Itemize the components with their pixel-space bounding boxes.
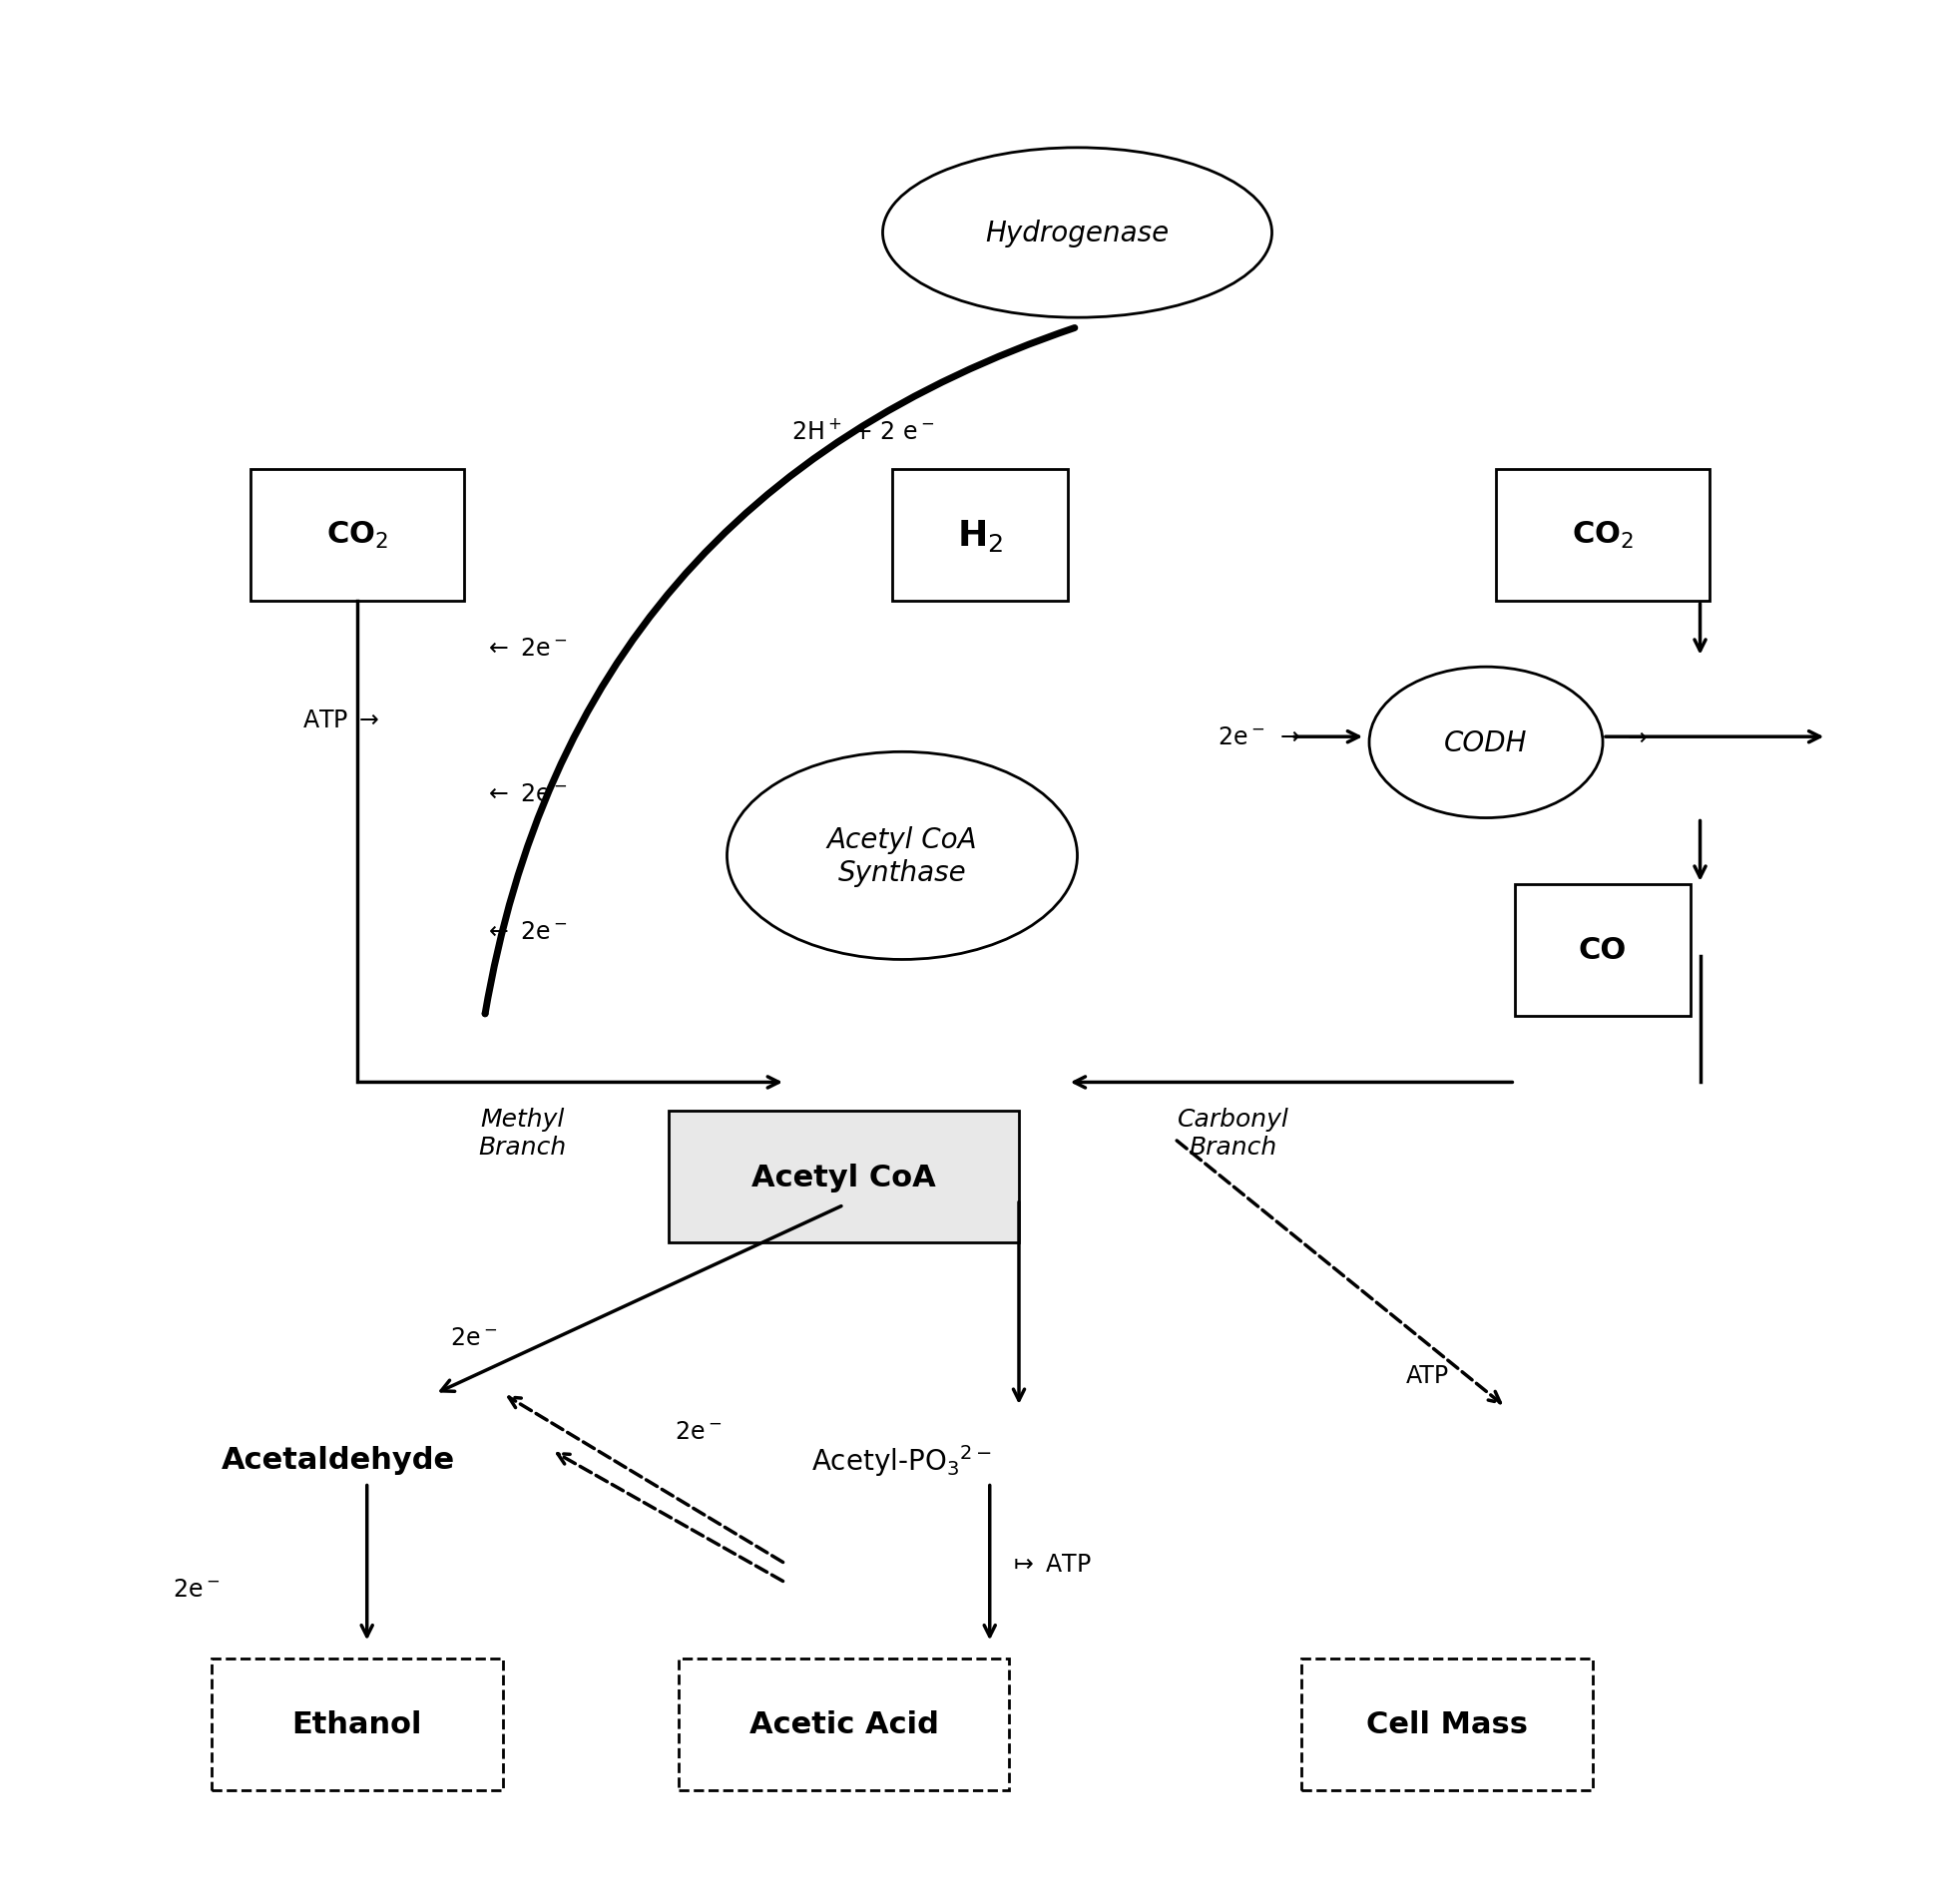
Bar (892, 470, 1068, 601)
Text: Cell Mass: Cell Mass (1366, 1709, 1529, 1739)
Text: 2e$^-$: 2e$^-$ (451, 1325, 498, 1350)
FancyArrowPatch shape (484, 329, 1074, 1013)
Text: 2e$^-$: 2e$^-$ (674, 1420, 721, 1443)
Text: 2e$^-$: 2e$^-$ (172, 1576, 220, 1601)
Bar (668, 1110, 1019, 1243)
Text: Acetic Acid: Acetic Acid (749, 1709, 939, 1739)
Bar (212, 1658, 504, 1791)
Text: $\leftarrow$ 2e$^-$: $\leftarrow$ 2e$^-$ (484, 920, 566, 943)
Bar (678, 1658, 1009, 1791)
Text: Acetyl CoA: Acetyl CoA (751, 1163, 937, 1192)
Text: 2e$^-$ $\rightarrow$: 2e$^-$ $\rightarrow$ (1217, 726, 1301, 749)
Bar (1495, 470, 1709, 601)
Text: CO: CO (1578, 935, 1627, 966)
Text: ATP: ATP (1405, 1363, 1448, 1388)
Text: ATP $\rightarrow$: ATP $\rightarrow$ (302, 709, 380, 732)
Text: Carbonyl
Branch: Carbonyl Branch (1178, 1106, 1290, 1160)
Bar (1515, 884, 1690, 1017)
Text: $\mapsto$ ATP: $\mapsto$ ATP (1009, 1551, 1092, 1576)
Text: CO$_2$: CO$_2$ (1572, 519, 1635, 551)
Text: Acetaldehyde: Acetaldehyde (221, 1445, 455, 1475)
Text: $\leftarrow$ 2e$^-$: $\leftarrow$ 2e$^-$ (484, 637, 566, 660)
Text: $\leftarrow$ 2e$^-$: $\leftarrow$ 2e$^-$ (484, 781, 566, 806)
Text: H$_2$: H$_2$ (956, 517, 1004, 553)
Text: CO$_2$: CO$_2$ (325, 519, 388, 551)
Text: 2H$^+$ + 2 e$^-$: 2H$^+$ + 2 e$^-$ (792, 418, 935, 445)
Text: Hydrogenase: Hydrogenase (986, 219, 1170, 247)
Bar (1301, 1658, 1593, 1791)
Bar (251, 470, 465, 601)
Text: Acetyl CoA
Synthase: Acetyl CoA Synthase (827, 827, 978, 886)
Text: Ethanol: Ethanol (292, 1709, 421, 1739)
Text: $\rightarrow$: $\rightarrow$ (1623, 726, 1648, 749)
Text: Acetyl-PO$_3$$^{2-}$: Acetyl-PO$_3$$^{2-}$ (811, 1443, 992, 1477)
Text: CODH: CODH (1445, 728, 1527, 757)
Text: Methyl
Branch: Methyl Branch (478, 1106, 566, 1160)
